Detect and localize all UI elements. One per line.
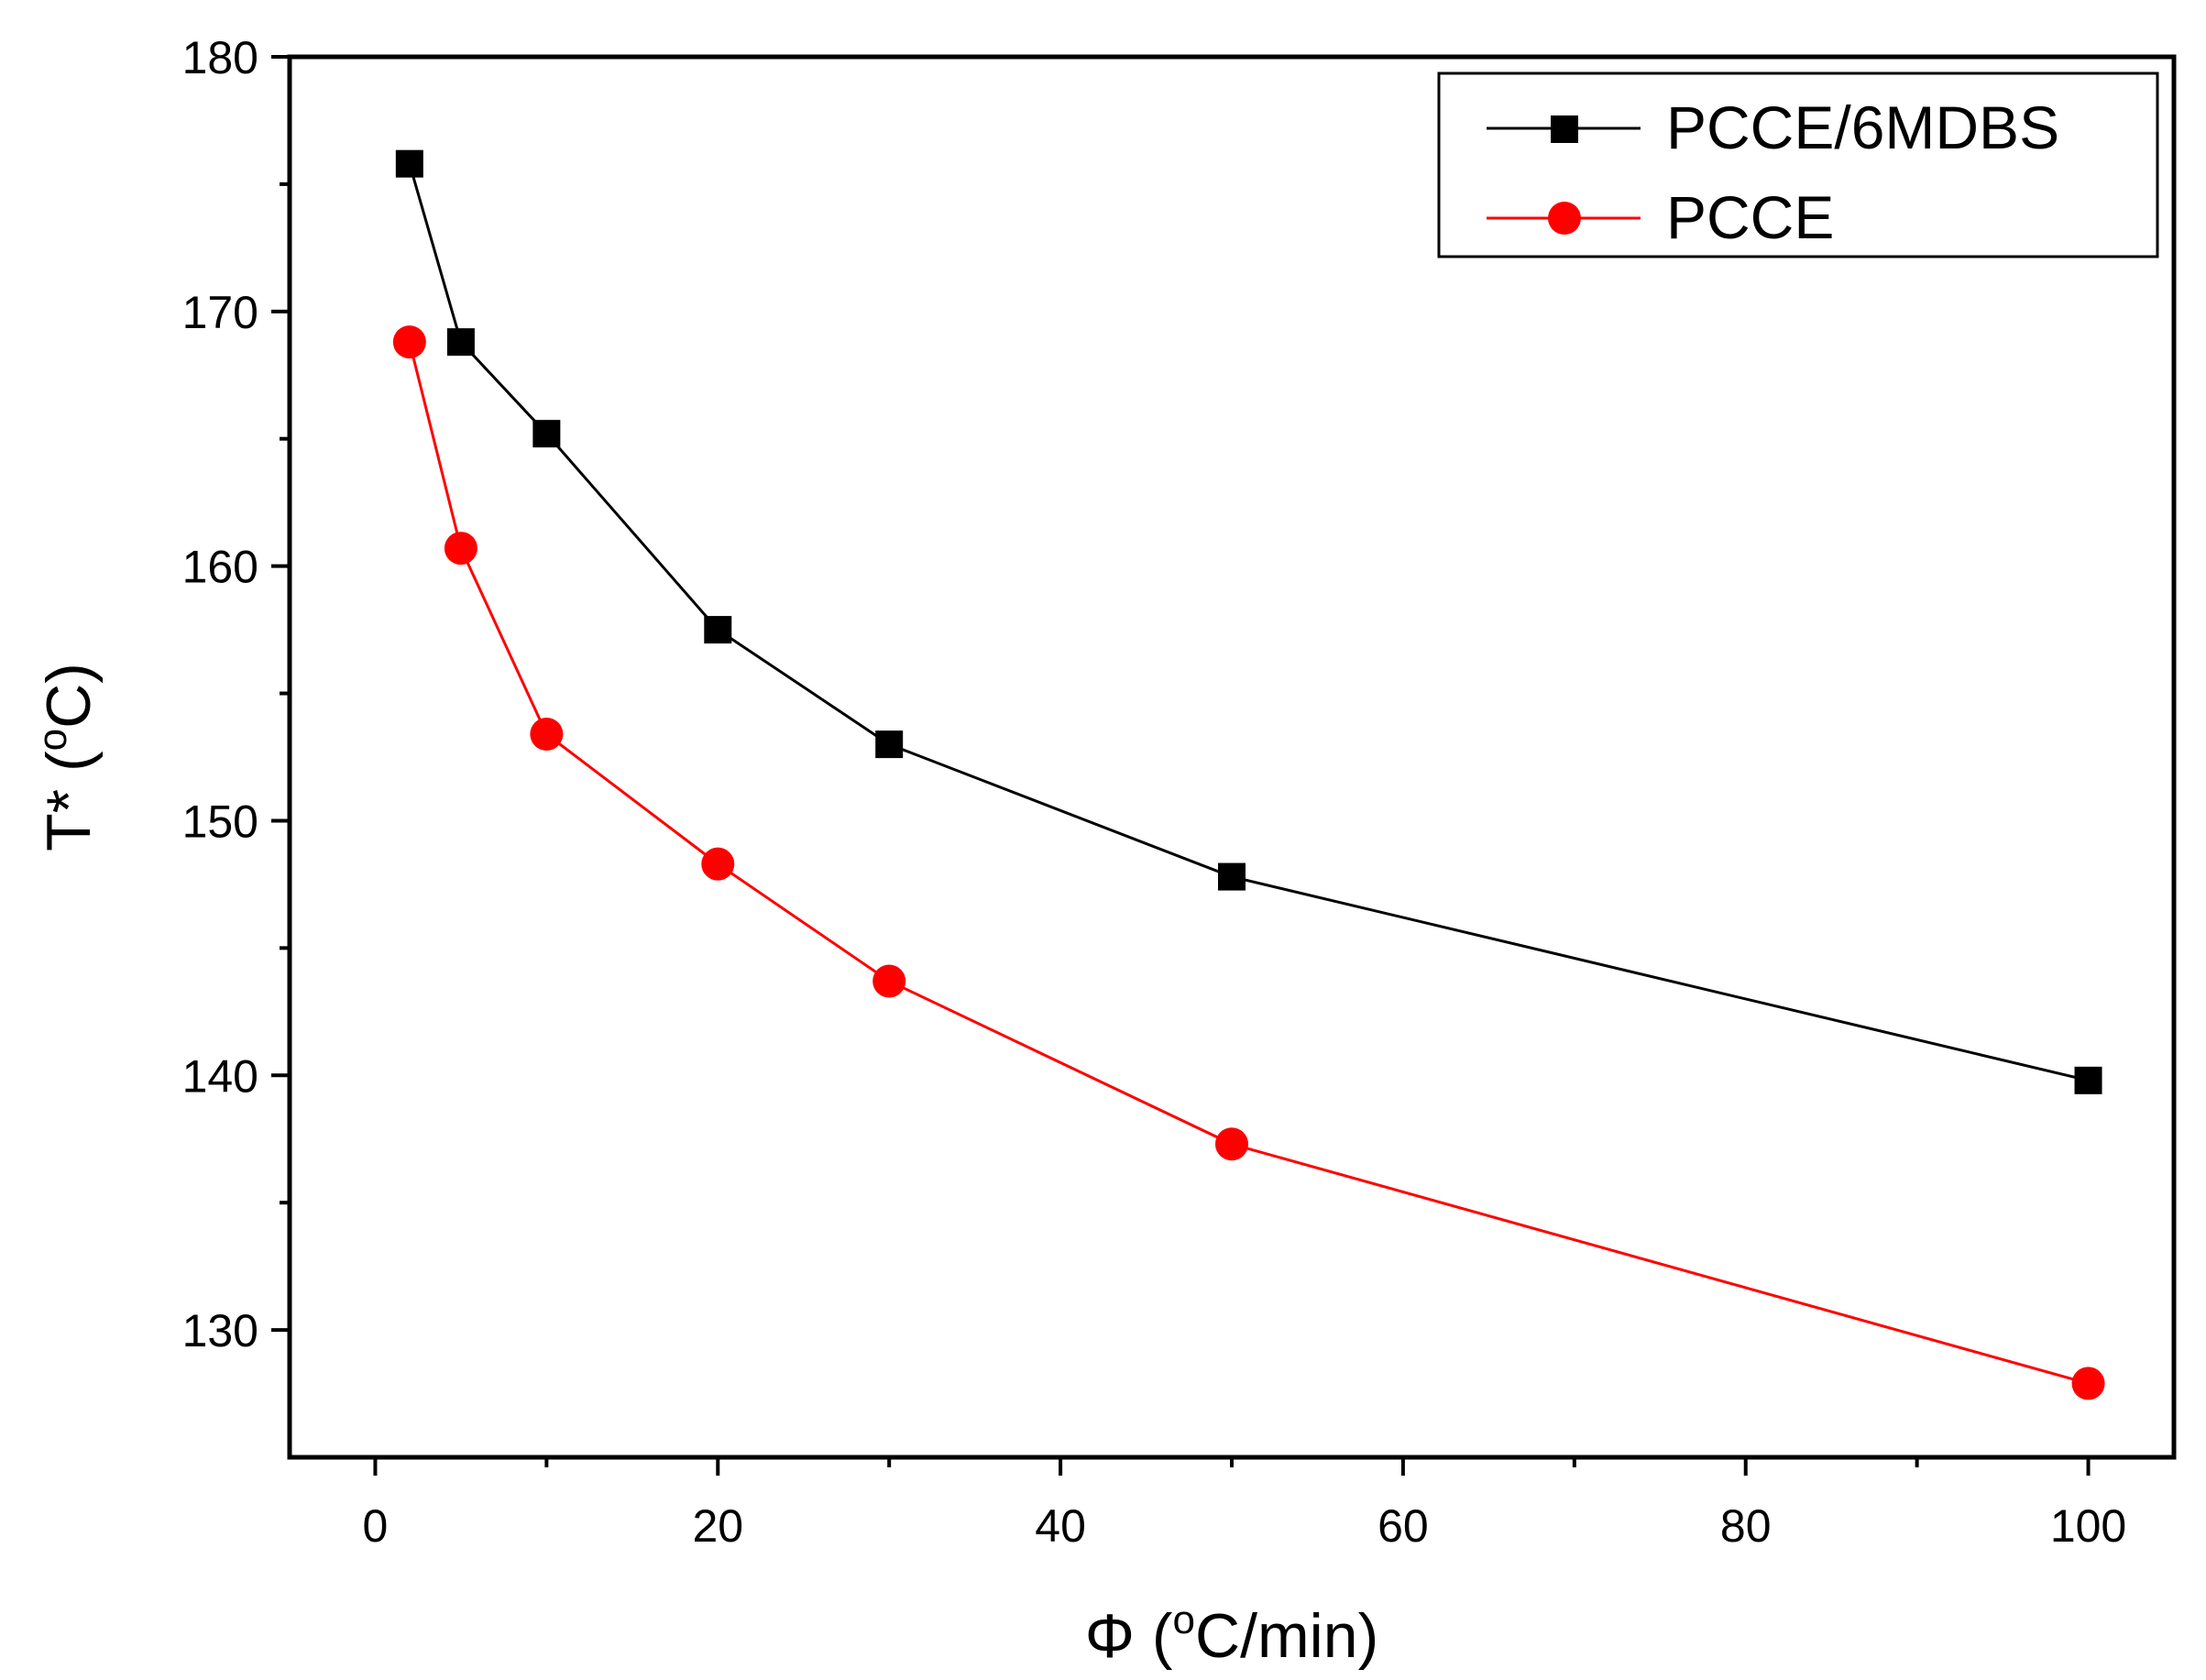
x-axis: 0 20 40 60 80 100	[363, 1457, 2126, 1552]
data-point-pcce-6mdbs	[532, 420, 561, 448]
y-axis: 130 140 150 160 170 180	[182, 32, 290, 1356]
series-layer	[392, 149, 2105, 1400]
series-line-pcce	[408, 341, 2089, 1385]
x-tick-label: 40	[1035, 1500, 1086, 1552]
data-point-pcce-6mdbs	[395, 149, 423, 178]
data-point-pcce-6mdbs	[2074, 1066, 2102, 1094]
data-point-pcce-6mdbs	[446, 328, 475, 357]
data-point-pcce	[444, 532, 477, 565]
data-point-pcce	[873, 964, 906, 998]
data-point-pcce-6mdbs	[704, 616, 732, 644]
y-tick-label: 140	[182, 1050, 258, 1102]
data-point-pcce	[2071, 1367, 2105, 1400]
y-tick-label: 160	[182, 542, 258, 593]
x-tick-label: 0	[363, 1500, 389, 1552]
data-point-pcce-6mdbs	[875, 730, 904, 759]
x-axis-title: Φ (oC/min)	[1085, 1598, 1379, 1671]
x-tick-label: 60	[1377, 1500, 1429, 1552]
plot-frame	[287, 54, 2177, 1460]
y-tick-label: 150	[182, 796, 258, 847]
legend-label-pcce: PCCE	[1666, 183, 1834, 251]
y-axis-title-suffix: C)	[34, 663, 104, 729]
data-point-pcce	[392, 325, 426, 359]
y-tick-label: 170	[182, 287, 258, 338]
x-tick-label: 20	[692, 1500, 743, 1552]
data-point-pcce	[1215, 1127, 1248, 1161]
x-axis-title-prefix: Φ (	[1085, 1601, 1173, 1671]
data-point-pcce	[701, 847, 735, 881]
data-point-pcce-6mdbs	[1218, 862, 1246, 891]
legend: PCCE/6MDBS PCCE	[1437, 71, 2159, 258]
y-tick-label: 130	[182, 1305, 258, 1356]
x-axis-title-suffix: C/min)	[1195, 1601, 1378, 1671]
y-axis-title: T* (oC)	[30, 663, 104, 851]
y-axis-title-sup: o	[30, 729, 75, 751]
x-tick-label: 100	[2050, 1500, 2126, 1552]
x-tick-label: 80	[1720, 1500, 1772, 1552]
y-axis-title-prefix: T* (	[34, 751, 104, 851]
data-point-pcce	[530, 717, 564, 751]
y-tick-label: 180	[182, 32, 258, 83]
legend-marker-pcce	[1548, 202, 1581, 235]
series-line-pcce-6mdbs	[408, 163, 2089, 1082]
x-axis-title-sup: o	[1173, 1598, 1195, 1642]
legend-marker-pcce-6mdbs	[1551, 115, 1578, 143]
legend-label-pcce-6mdbs: PCCE/6MDBS	[1666, 93, 2059, 161]
